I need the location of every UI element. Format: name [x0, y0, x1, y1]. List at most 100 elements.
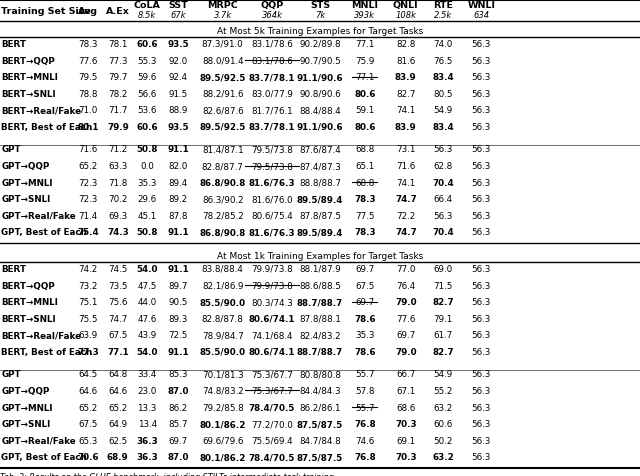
- Text: 75.3/67.7: 75.3/67.7: [251, 386, 293, 395]
- Text: BERT→QQP: BERT→QQP: [1, 57, 55, 66]
- Text: 83.9: 83.9: [395, 73, 417, 82]
- Text: GPT, Best of Each: GPT, Best of Each: [1, 452, 87, 461]
- Text: 74.8/83.2: 74.8/83.2: [202, 386, 244, 395]
- Text: 83.4: 83.4: [432, 123, 454, 132]
- Text: 87.5/87.5: 87.5/87.5: [297, 419, 343, 428]
- Text: 88.7/88.7: 88.7/88.7: [297, 298, 343, 307]
- Text: 82.0: 82.0: [168, 162, 188, 170]
- Text: 44.0: 44.0: [138, 298, 157, 307]
- Text: 69.7: 69.7: [396, 331, 415, 339]
- Text: BERT→QQP: BERT→QQP: [1, 281, 55, 290]
- Text: 90.5: 90.5: [168, 298, 188, 307]
- Text: 35.3: 35.3: [355, 331, 374, 339]
- Text: 55.7: 55.7: [355, 403, 374, 412]
- Text: 56.3: 56.3: [472, 106, 491, 115]
- Text: 76.4: 76.4: [396, 281, 415, 290]
- Text: 85.5/90.0: 85.5/90.0: [200, 298, 246, 307]
- Text: 56.3: 56.3: [472, 178, 491, 187]
- Text: 64.9: 64.9: [108, 419, 127, 428]
- Text: 50.8: 50.8: [136, 145, 158, 154]
- Text: 67.1: 67.1: [396, 386, 415, 395]
- Text: 83.7/78.1: 83.7/78.1: [249, 73, 295, 82]
- Text: 83.7/78.1: 83.7/78.1: [249, 123, 295, 132]
- Text: 74.6: 74.6: [355, 436, 374, 445]
- Text: 86.3/90.2: 86.3/90.2: [202, 195, 244, 204]
- Text: STS: STS: [310, 1, 330, 10]
- Text: SST: SST: [168, 1, 188, 10]
- Text: RTE: RTE: [433, 1, 453, 10]
- Text: 43.9: 43.9: [138, 331, 157, 339]
- Text: 81.4/87.1: 81.4/87.1: [202, 145, 244, 154]
- Text: 79.9: 79.9: [107, 123, 129, 132]
- Text: 68.6: 68.6: [396, 403, 415, 412]
- Text: 78.6: 78.6: [354, 314, 376, 323]
- Text: 84.7/84.8: 84.7/84.8: [299, 436, 341, 445]
- Text: 71.4: 71.4: [79, 211, 98, 220]
- Text: 89.3: 89.3: [168, 314, 188, 323]
- Text: 108k: 108k: [396, 11, 416, 20]
- Text: 71.6: 71.6: [396, 162, 415, 170]
- Text: Tab. 3: Results on the GLUE benchmark, including STILTs intermediate task traini: Tab. 3: Results on the GLUE benchmark, i…: [0, 472, 337, 476]
- Text: 393k: 393k: [355, 11, 375, 20]
- Text: 82.6/87.6: 82.6/87.6: [202, 106, 244, 115]
- Text: 54.9: 54.9: [433, 106, 452, 115]
- Text: 56.3: 56.3: [472, 89, 491, 99]
- Text: 75.5/69.4: 75.5/69.4: [251, 436, 293, 445]
- Text: 86.2/86.1: 86.2/86.1: [300, 403, 340, 412]
- Text: 70.6: 70.6: [77, 452, 99, 461]
- Text: 56.3: 56.3: [472, 298, 491, 307]
- Text: 80.3/74.3: 80.3/74.3: [251, 298, 293, 307]
- Text: 84.4/84.3: 84.4/84.3: [299, 386, 341, 395]
- Text: Training Set Size: Training Set Size: [1, 7, 91, 16]
- Text: 80.6/74.1: 80.6/74.1: [249, 314, 295, 323]
- Text: 69.3: 69.3: [108, 211, 127, 220]
- Text: MRPC: MRPC: [207, 1, 238, 10]
- Text: BERT: BERT: [1, 40, 26, 49]
- Text: 63.3: 63.3: [108, 162, 127, 170]
- Text: 89.7: 89.7: [168, 281, 188, 290]
- Text: 82.7: 82.7: [432, 298, 454, 307]
- Text: 65.2: 65.2: [79, 403, 98, 412]
- Text: 74.3: 74.3: [107, 228, 129, 237]
- Text: 75.3/67.7: 75.3/67.7: [251, 369, 293, 378]
- Text: 81.6: 81.6: [396, 57, 415, 66]
- Text: 79.0: 79.0: [395, 347, 417, 356]
- Text: 76.5: 76.5: [433, 57, 452, 66]
- Text: 71.7: 71.7: [108, 106, 127, 115]
- Text: 87.8/87.5: 87.8/87.5: [299, 211, 341, 220]
- Text: 70.4: 70.4: [432, 228, 454, 237]
- Text: 56.3: 56.3: [472, 145, 491, 154]
- Text: GPT→Real/Fake: GPT→Real/Fake: [1, 436, 76, 445]
- Text: 87.5/87.5: 87.5/87.5: [297, 452, 343, 461]
- Text: 56.6: 56.6: [138, 89, 157, 99]
- Text: 63.2: 63.2: [432, 452, 454, 461]
- Text: 59.6: 59.6: [138, 73, 157, 82]
- Text: 77.1: 77.1: [355, 73, 374, 82]
- Text: 85.3: 85.3: [168, 369, 188, 378]
- Text: 83.1/78.6: 83.1/78.6: [251, 40, 293, 49]
- Text: 56.3: 56.3: [472, 228, 491, 237]
- Text: 62.8: 62.8: [433, 162, 452, 170]
- Text: 73.5: 73.5: [108, 281, 127, 290]
- Text: 68.8: 68.8: [355, 145, 374, 154]
- Text: 71.2: 71.2: [108, 145, 127, 154]
- Text: 71.6: 71.6: [79, 145, 98, 154]
- Text: 74.1/68.4: 74.1/68.4: [252, 331, 292, 339]
- Text: 77.1: 77.1: [107, 347, 129, 356]
- Text: 67.5: 67.5: [79, 419, 98, 428]
- Text: 89.5/89.4: 89.5/89.4: [297, 195, 343, 204]
- Text: 78.3: 78.3: [79, 40, 98, 49]
- Text: 78.1: 78.1: [108, 40, 127, 49]
- Text: 56.3: 56.3: [433, 145, 452, 154]
- Text: 80.1/86.2: 80.1/86.2: [200, 419, 246, 428]
- Text: 64.5: 64.5: [79, 369, 98, 378]
- Text: 78.8: 78.8: [79, 89, 98, 99]
- Text: 80.1/86.2: 80.1/86.2: [200, 452, 246, 461]
- Text: 364k: 364k: [262, 11, 282, 20]
- Text: 88.4/88.4: 88.4/88.4: [299, 106, 341, 115]
- Text: QNLI: QNLI: [393, 1, 419, 10]
- Text: 78.6: 78.6: [354, 347, 376, 356]
- Text: 56.3: 56.3: [472, 162, 491, 170]
- Text: 78.9/84.7: 78.9/84.7: [202, 331, 244, 339]
- Text: 87.3/91.0: 87.3/91.0: [202, 40, 244, 49]
